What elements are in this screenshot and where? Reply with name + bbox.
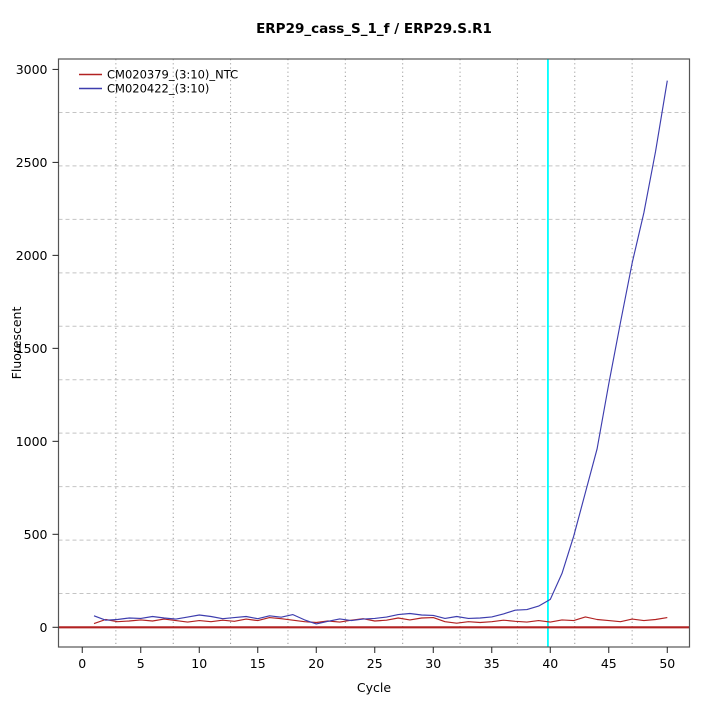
x-tick-label: 50	[659, 656, 675, 671]
y-tick-label: 3000	[16, 62, 48, 77]
grid-lines	[58, 59, 690, 647]
y-axis-title: Fluorescent	[9, 307, 24, 380]
y-tick-label: 2500	[16, 155, 48, 170]
plot-box	[57, 58, 691, 648]
legend: CM020379_(3:10)_NTC CM020422_(3:10)	[79, 68, 238, 96]
legend-label-ntc: CM020379_(3:10)_NTC	[107, 68, 238, 82]
y-tick-label: 0	[40, 620, 48, 635]
series-curves	[93, 80, 668, 625]
y-tick-label: 500	[24, 527, 48, 542]
x-tick-label: 40	[542, 656, 558, 671]
y-tick-label: 1000	[16, 434, 48, 449]
x-tick-label: 25	[367, 656, 383, 671]
legend-label-sample: CM020422_(3:10)	[107, 82, 209, 96]
chart-title: ERP29_cass_S_1_f / ERP29.S.R1	[256, 21, 492, 37]
x-tick-label: 35	[484, 656, 500, 671]
x-tick-label: 0	[78, 656, 86, 671]
x-tick-label: 45	[601, 656, 617, 671]
x-tick-label: 10	[191, 656, 207, 671]
x-tick-label: 30	[425, 656, 441, 671]
axes-and-ticks: 0 5 10 15 20 25 30 35 40 45 5005001000150020002500…	[16, 58, 691, 671]
x-tick-label: 5	[137, 656, 145, 671]
y-tick-label: 2000	[16, 248, 48, 263]
y-tick-label: 1500	[16, 341, 48, 356]
sample-curve	[93, 80, 668, 625]
x-tick-label: 15	[250, 656, 266, 671]
ntc-curve	[93, 616, 668, 625]
x-axis-title: Cycle	[357, 680, 391, 695]
x-tick-label: 20	[308, 656, 324, 671]
marker-lines	[58, 59, 690, 647]
